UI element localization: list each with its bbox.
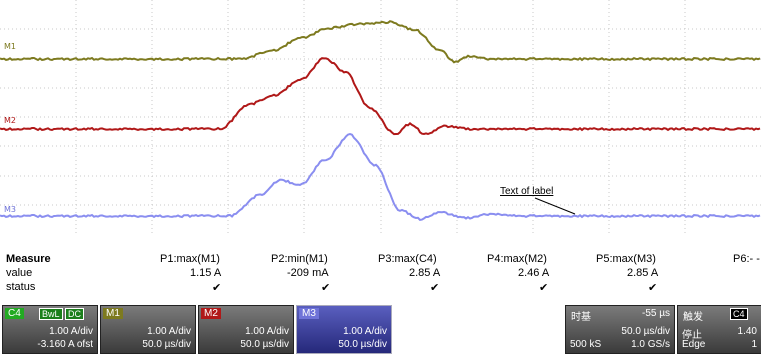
trigger-slope: 1 — [751, 339, 757, 350]
channel-box-c4[interactable]: C4 BwL DC 1.00 A/div -3.160 A ofst — [2, 305, 98, 354]
m2-trace — [0, 57, 761, 136]
m1-marker: M1 — [4, 42, 16, 51]
timebase-samples: 500 kS — [570, 339, 602, 350]
m1-trace — [0, 20, 761, 64]
trigger-box[interactable]: 触发 C4 停止 1.40 Edge 1 — [677, 305, 761, 354]
trigger-mode: Edge — [682, 339, 706, 350]
m3-marker: M3 — [4, 205, 16, 214]
status-check-icon: ✔ — [212, 282, 222, 294]
channel-box-m1[interactable]: M1 1.00 A/div 50.0 µs/div — [100, 305, 196, 354]
label-annotation[interactable]: Text of label — [500, 186, 554, 197]
timebase-box[interactable]: 时基 -55 µs 50.0 µs/div 500 kS 1.0 GS/s — [565, 305, 675, 354]
status-row-label: status — [6, 281, 36, 293]
m2-marker: M2 — [4, 116, 16, 125]
measure-title: Measure — [6, 253, 51, 265]
m3-time: 50.0 µs/div — [338, 339, 387, 350]
timebase-scale: 50.0 µs/div — [621, 326, 670, 337]
measure-value-p3: 2.85 A — [409, 267, 441, 279]
m3-tag: M3 — [299, 308, 319, 319]
timebase-rate: 1.0 GS/s — [631, 339, 670, 350]
m2-tag: M2 — [201, 308, 221, 319]
m2-time: 50.0 µs/div — [240, 339, 289, 350]
dc-badge: DC — [65, 308, 84, 320]
timebase-delay: -55 µs — [642, 308, 670, 319]
measure-value-p1: 1.15 A — [190, 267, 222, 279]
measure-value-p5: 2.85 A — [627, 267, 659, 279]
channel-descriptor-bar: C4 BwL DC 1.00 A/div -3.160 A ofst M1 1.… — [0, 305, 761, 354]
measure-table: Measure P1:max(M1) P2:min(M1) P3:max(C4)… — [0, 253, 761, 303]
m3-scale: 1.00 A/div — [343, 326, 387, 337]
measure-value-p4: 2.46 A — [518, 267, 550, 279]
m2-scale: 1.00 A/div — [245, 326, 289, 337]
c4-offset: -3.160 A ofst — [37, 339, 93, 350]
c4-scale: 1.00 A/div — [49, 326, 93, 337]
c4-tag: C4 — [5, 308, 24, 319]
status-check-icon: ✔ — [430, 282, 440, 294]
m1-time: 50.0 µs/div — [142, 339, 191, 350]
measure-header-p6[interactable]: P6:- - — [733, 253, 760, 265]
waveform-display: M1 M2 M3 Text of label — [0, 0, 761, 234]
measure-value-p2: -209 mA — [287, 267, 329, 279]
channel-box-m2[interactable]: M2 1.00 A/div 50.0 µs/div — [198, 305, 294, 354]
channel-box-m3[interactable]: M3 1.00 A/div 50.0 µs/div — [296, 305, 392, 354]
trigger-state: 停止 — [682, 330, 702, 341]
value-row-label: value — [6, 267, 33, 279]
m1-tag: M1 — [103, 308, 123, 319]
status-check-icon: ✔ — [539, 282, 549, 294]
measure-header-p1[interactable]: P1:max(M1) — [160, 253, 220, 265]
trigger-channel-badge: C4 — [730, 308, 748, 320]
measure-header-p3[interactable]: P3:max(C4) — [378, 253, 437, 265]
status-check-icon: ✔ — [648, 282, 658, 294]
status-check-icon: ✔ — [321, 282, 331, 294]
trigger-level: 1.40 — [737, 326, 757, 337]
waveform-canvas — [0, 0, 761, 234]
m1-scale: 1.00 A/div — [147, 326, 191, 337]
measure-header-p5[interactable]: P5:max(M3) — [596, 253, 656, 265]
trigger-label: 触发 — [683, 312, 703, 323]
bwl-badge: BwL — [39, 308, 63, 320]
measure-header-p4[interactable]: P4:max(M2) — [487, 253, 547, 265]
measure-header-p2[interactable]: P2:min(M1) — [271, 253, 328, 265]
m3-trace — [0, 132, 761, 221]
annotation-leader-line — [534, 197, 576, 215]
timebase-label: 时基 — [571, 312, 591, 323]
